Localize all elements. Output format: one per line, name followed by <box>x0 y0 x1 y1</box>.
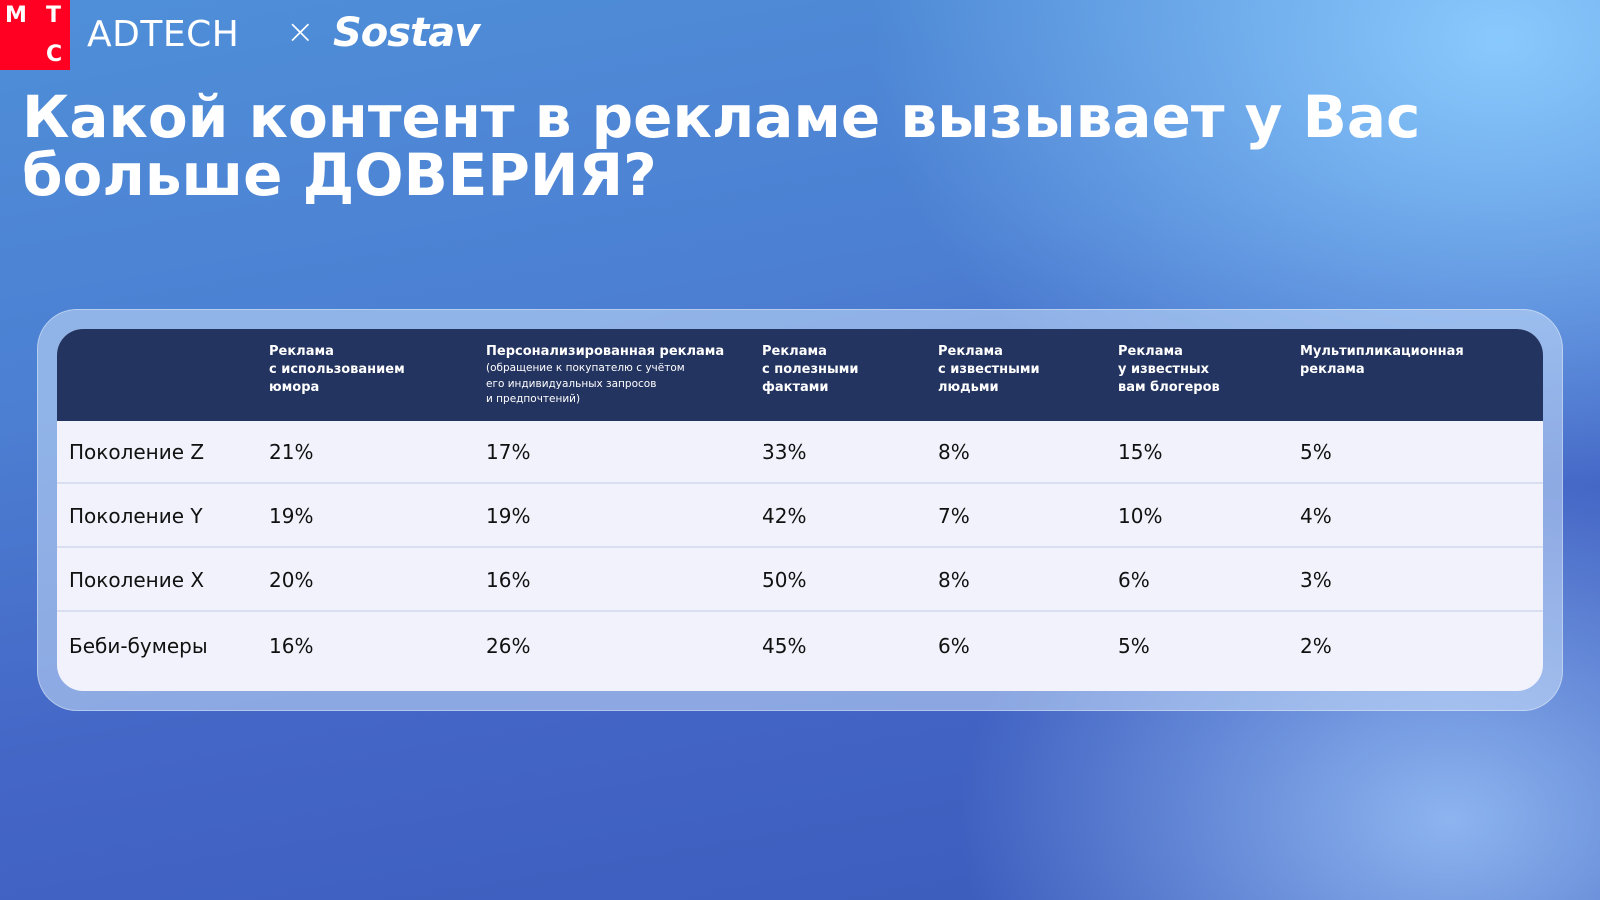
page-title: Какой контент в рекламе вызывает у Вас б… <box>22 83 1421 209</box>
column-header-bloggers: Реклама у известных вам блогеров <box>1118 343 1220 397</box>
column-header-note: (обращение к покупателю с учётом его инд… <box>486 362 685 405</box>
table-cell: 6% <box>938 634 970 658</box>
table-cell: 10% <box>1118 504 1163 528</box>
column-header-label: Реклама с известными людьми <box>938 344 1040 395</box>
column-header-useful-facts: Реклама с полезными фактами <box>762 343 859 397</box>
column-header-personalized: Персонализированная реклама (обращение к… <box>486 343 724 408</box>
table-cell: 15% <box>1118 440 1163 464</box>
table-cell: 7% <box>938 504 970 528</box>
column-header-animated: Мультипликационная реклама <box>1300 343 1464 379</box>
table-cell: 19% <box>486 504 531 528</box>
sostav-logo: Sostav <box>333 10 480 56</box>
column-header-humor: Реклама с использованием юмора <box>269 343 405 397</box>
table-cell: 45% <box>762 634 807 658</box>
table-header: Реклама с использованием юмора Персонали… <box>57 329 1543 421</box>
column-header-label: Реклама с использованием юмора <box>269 344 405 395</box>
table-cell: 20% <box>269 568 314 592</box>
row-label: Поколение X <box>69 568 205 592</box>
survey-table: Реклама с использованием юмора Персонали… <box>57 329 1543 691</box>
adtech-logo: ADTECH <box>87 14 240 55</box>
table-cell: 5% <box>1300 440 1332 464</box>
column-header-label: Реклама у известных вам блогеров <box>1118 344 1220 395</box>
mts-logo: М Т С <box>0 0 70 70</box>
table-cell: 16% <box>269 634 314 658</box>
column-header-label: Персонализированная реклама <box>486 344 725 359</box>
table-cell: 8% <box>938 568 970 592</box>
table-cell: 2% <box>1300 634 1332 658</box>
table-cell: 16% <box>486 568 531 592</box>
table-cell: 5% <box>1118 634 1150 658</box>
logo-letter-s: С <box>46 42 63 67</box>
table-row: Поколение Y 19% 19% 42% 7% 10% 4% <box>57 485 1543 548</box>
table-cell: 6% <box>1118 568 1150 592</box>
table-cell: 21% <box>269 440 314 464</box>
table-row: Поколение Z 21% 17% 33% 8% 15% 5% <box>57 421 1543 484</box>
table-cell: 4% <box>1300 504 1332 528</box>
table-cell: 8% <box>938 440 970 464</box>
row-label: Беби-бумеры <box>69 634 208 658</box>
column-header-celebrities: Реклама с известными людьми <box>938 343 1040 397</box>
table-cell: 50% <box>762 568 807 592</box>
column-header-label: Реклама с полезными фактами <box>762 344 859 395</box>
logo-letter-t: Т <box>46 3 62 28</box>
row-label: Поколение Y <box>69 504 203 528</box>
table-cell: 33% <box>762 440 807 464</box>
table-row: Беби-бумеры 16% 26% 45% 6% 5% 2% <box>57 613 1543 687</box>
table-cell: 17% <box>486 440 531 464</box>
brand-separator: × <box>286 12 315 52</box>
table-cell: 3% <box>1300 568 1332 592</box>
table-cell: 26% <box>486 634 531 658</box>
row-label: Поколение Z <box>69 440 205 464</box>
logo-letter-m: М <box>5 3 27 28</box>
table-cell: 42% <box>762 504 807 528</box>
table-cell: 19% <box>269 504 314 528</box>
table-row: Поколение X 20% 16% 50% 8% 6% 3% <box>57 549 1543 612</box>
column-header-label: Мультипликационная реклама <box>1300 344 1464 377</box>
